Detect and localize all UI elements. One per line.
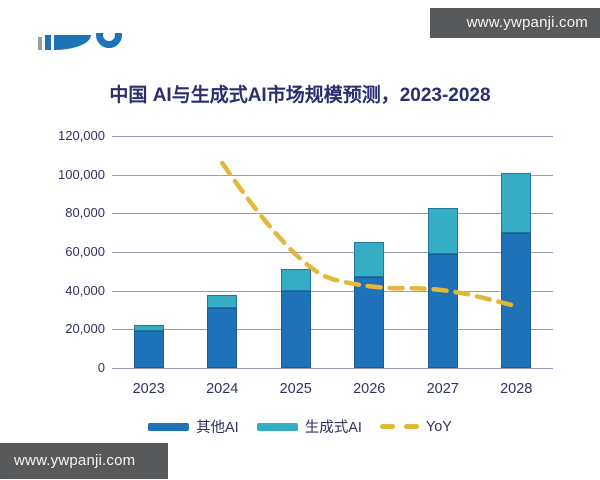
x-axis-tick-label: 2023 [132, 381, 165, 397]
y-axis-tick-label: 20,000 [65, 321, 105, 337]
bar-segment-gen-ai [133, 325, 164, 332]
x-axis-tick-label: 2024 [206, 381, 239, 397]
y-axis-tick-label: 60,000 [65, 244, 105, 259]
bar-segment-gen-ai [280, 269, 311, 291]
logo-shape [38, 37, 42, 50]
logo-shape [45, 35, 51, 50]
y-axis-tick-label: 100,000 [58, 166, 105, 182]
x-axis-tick-label: 2026 [353, 381, 386, 397]
x-axis-tick-label: 2025 [279, 381, 312, 397]
y-axis-tick-label: 120,000 [58, 128, 105, 143]
bar-segment-other-ai [280, 290, 311, 368]
gridline [112, 252, 553, 253]
legend-dash-icon [379, 424, 419, 429]
bar-segment-gen-ai [501, 172, 532, 233]
x-axis-tick-label: 2028 [500, 381, 533, 397]
bar-segment-other-ai [427, 253, 458, 368]
brand-logo-fragment-icon [36, 33, 124, 50]
legend-label: 其他AI [196, 420, 239, 436]
gridline [112, 136, 553, 137]
dash-icon [379, 424, 395, 429]
gridline [112, 290, 553, 292]
bar-segment-other-ai [354, 277, 385, 368]
legend-item: YoY [379, 418, 452, 435]
legend-item: 生成式AI [256, 416, 362, 437]
y-axis-tick-label: 40,000 [65, 282, 105, 298]
bar-segment-other-ai [501, 232, 532, 368]
gridline [112, 174, 553, 176]
gridline [112, 329, 553, 331]
watermark-top: www.ywpanji.com [430, 8, 600, 38]
chart-legend: 其他AI 生成式AI YoY [0, 416, 600, 437]
chart-title: 中国 AI与生成式AI市场规模预测，2023-2028 [109, 85, 491, 106]
dash-icon [403, 424, 419, 429]
legend-label: YoY [425, 418, 452, 435]
bar-segment-gen-ai [427, 207, 458, 254]
gridline [112, 368, 553, 369]
y-axis-tick-label: 80,000 [65, 205, 105, 221]
y-axis-tick-label: 0 [97, 360, 105, 375]
x-axis-tick-label: 2027 [426, 381, 459, 397]
gridline [112, 213, 553, 215]
watermark-bottom: www.ywpanji.com [0, 443, 168, 479]
legend-item: 其他AI [148, 416, 239, 437]
logo-shape [96, 33, 122, 48]
legend-swatch-icon [148, 422, 189, 431]
bar-segment-gen-ai [207, 294, 238, 309]
bar-segment-gen-ai [354, 242, 385, 278]
legend-swatch-icon [256, 422, 298, 431]
bar-segment-other-ai [133, 331, 164, 368]
logo-shape [54, 35, 91, 50]
bar-segment-other-ai [207, 308, 238, 368]
legend-label: 生成式AI [304, 420, 362, 436]
